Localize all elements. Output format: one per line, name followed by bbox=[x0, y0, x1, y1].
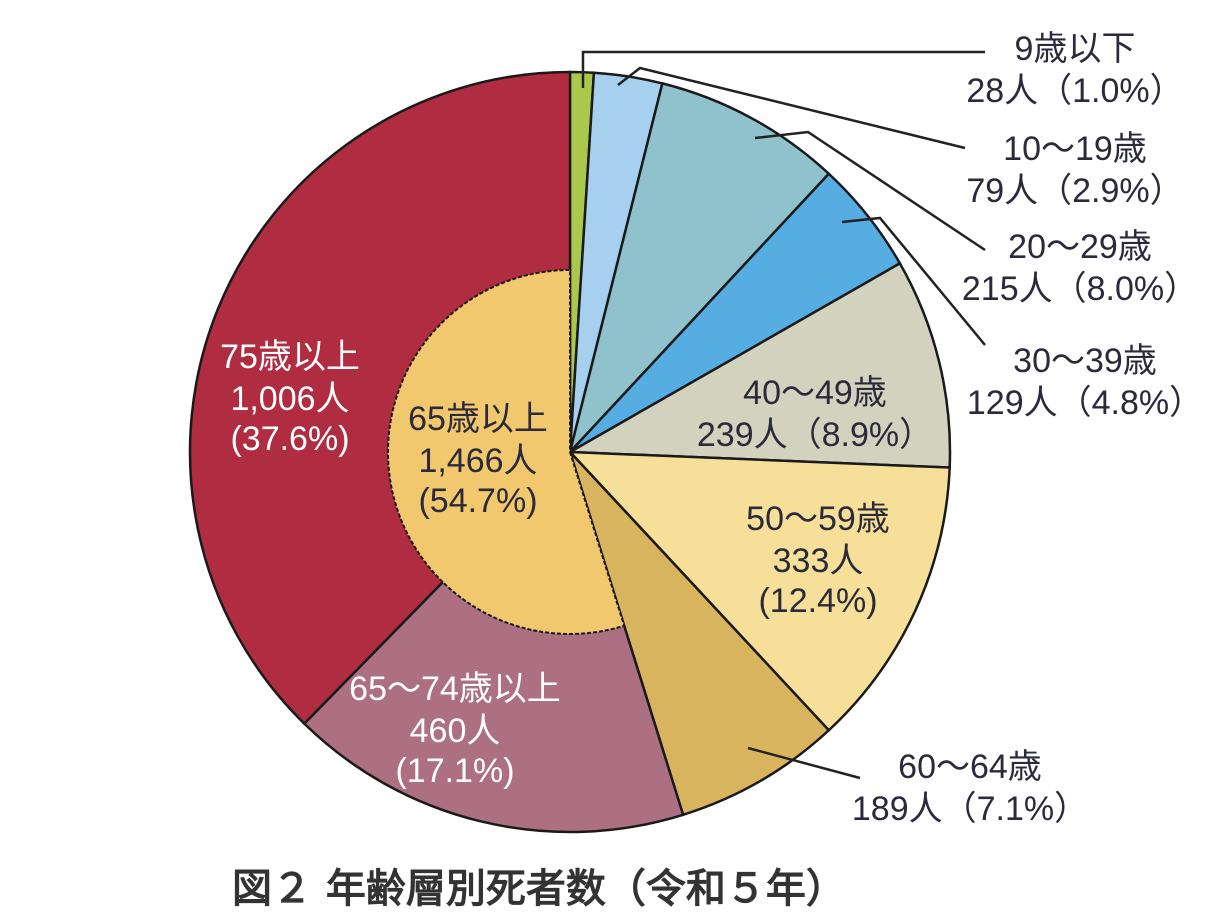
label-10-19-value: 79人（2.9%） bbox=[966, 172, 1183, 210]
inner-65-plus-sector bbox=[387, 268, 626, 635]
label-40-49-value: 239人（8.9%） bbox=[697, 416, 933, 454]
leader-line-30-39 bbox=[841, 216, 986, 346]
label-30-39-category: 30～39歳 bbox=[1013, 342, 1157, 380]
inner-sector-65-plus bbox=[387, 268, 626, 635]
label-65-74-value: 460人 bbox=[410, 712, 501, 750]
leader-line-20-29 bbox=[754, 130, 986, 252]
label-60-64-value: 189人（7.1%） bbox=[852, 790, 1088, 828]
label-9-under-value: 28人（1.0%） bbox=[966, 72, 1183, 110]
pie-slice-8 bbox=[188, 70, 572, 726]
label-65-74-category: 65～74歳以上 bbox=[349, 670, 561, 708]
label-30-39: 30～39歳 129人（4.8%） bbox=[967, 342, 1203, 422]
label-20-29: 20～29歳 215人（8.0%） bbox=[962, 228, 1198, 308]
pie-slices bbox=[188, 70, 952, 834]
label-65-plus: 65歳以上 1,466人 (54.7%) bbox=[408, 400, 548, 520]
label-60-64: 60～64歳 189人（7.1%） bbox=[852, 748, 1088, 828]
label-65-74: 65～74歳以上 460人 (17.1%) bbox=[349, 670, 561, 790]
label-75-plus-category: 75歳以上 bbox=[220, 338, 360, 376]
label-65-plus-percent: (54.7%) bbox=[418, 482, 537, 520]
label-10-19-category: 10～19歳 bbox=[1003, 130, 1147, 168]
label-50-59-percent: (12.4%) bbox=[758, 582, 877, 620]
pie-slice-6 bbox=[568, 451, 831, 817]
label-65-74-percent: (17.1%) bbox=[395, 752, 514, 790]
label-9-under: 9歳以下 28人（1.0%） bbox=[966, 30, 1183, 110]
leader-lines bbox=[581, 50, 986, 780]
label-10-19: 10～19歳 79人（2.9%） bbox=[966, 130, 1183, 210]
label-75-plus-percent: (37.6%) bbox=[230, 420, 349, 458]
label-50-59-value: 333人 bbox=[773, 542, 864, 580]
label-30-39-value: 129人（4.8%） bbox=[967, 384, 1203, 422]
label-40-49: 40～49歳 239人（8.9%） bbox=[697, 374, 933, 454]
label-65-plus-category: 65歳以上 bbox=[408, 400, 548, 438]
label-75-plus-value: 1,006人 bbox=[230, 380, 349, 418]
chart-title: 図２ 年齢層別死者数（令和５年） bbox=[232, 866, 846, 912]
label-40-49-category: 40～49歳 bbox=[743, 374, 887, 412]
label-20-29-category: 20～29歳 bbox=[1008, 228, 1152, 266]
leader-line-9-under bbox=[581, 50, 985, 88]
label-75-plus: 75歳以上 1,006人 (37.6%) bbox=[220, 338, 360, 458]
label-65-plus-value: 1,466人 bbox=[418, 442, 537, 480]
label-50-59-category: 50～59歳 bbox=[746, 500, 890, 538]
label-60-64-category: 60～64歳 bbox=[898, 748, 1042, 786]
label-9-under-category: 9歳以下 bbox=[1015, 30, 1136, 68]
pie-slice-5 bbox=[567, 450, 951, 733]
leader-line-10-19 bbox=[617, 66, 966, 150]
label-20-29-value: 215人（8.0%） bbox=[962, 270, 1198, 308]
pie-slice-4 bbox=[565, 261, 952, 469]
leader-line-60-64 bbox=[747, 746, 861, 780]
label-50-59: 50～59歳 333人 (12.4%) bbox=[746, 500, 890, 620]
pie-slice-2 bbox=[568, 81, 831, 453]
